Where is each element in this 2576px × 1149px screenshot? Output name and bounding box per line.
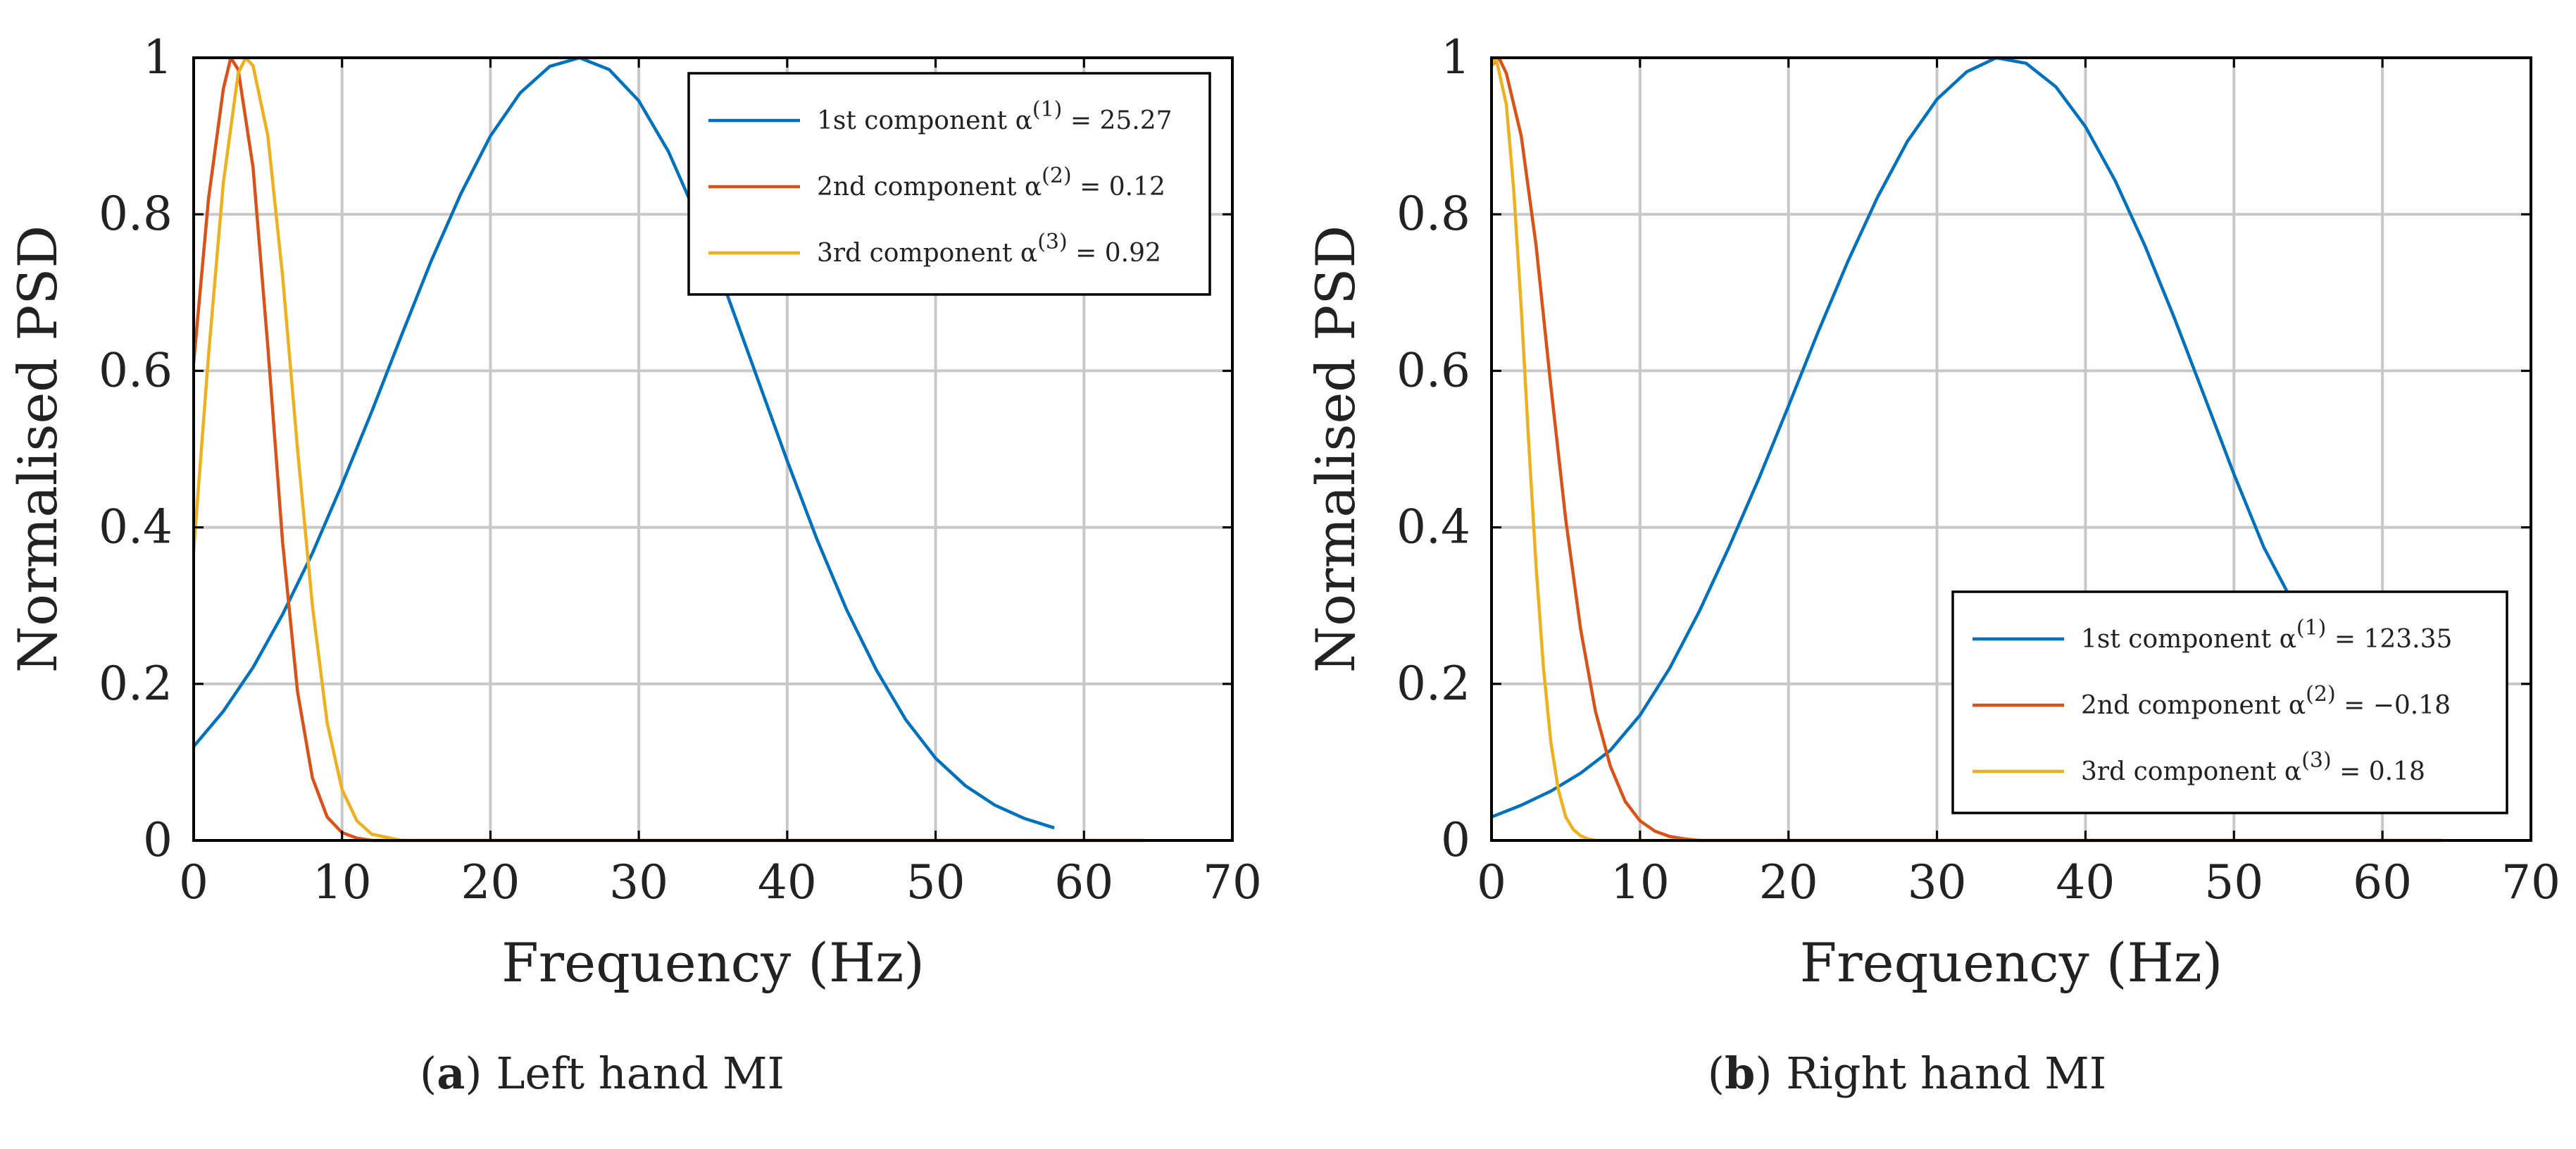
y-tick-label: 0.4 <box>1396 500 1470 554</box>
legend-entry-1: 1st component α(1) = 123.35 <box>2081 616 2452 654</box>
legend-box <box>687 72 1211 296</box>
x-tick-label: 20 <box>461 855 520 909</box>
legend-entry-3: 3rd component α(3) = 0.18 <box>2081 748 2425 786</box>
x-tick-label: 10 <box>1611 855 1670 909</box>
x-tick-label: 50 <box>906 855 965 909</box>
y-tick-label: 1 <box>143 30 173 85</box>
x-tick-label: 70 <box>1203 855 1262 909</box>
x-tick-label: 10 <box>313 855 372 909</box>
x-tick-label: 30 <box>1908 855 1967 909</box>
y-tick-label: 0.4 <box>99 500 173 554</box>
legend: 1st component α(1) = 123.35 2nd component… <box>1951 590 2508 814</box>
y-tick-label: 0.8 <box>1396 187 1470 241</box>
x-axis-label: Frequency (Hz) <box>501 931 925 994</box>
legend-entry-2: 2nd component α(2) = 0.12 <box>817 163 1165 201</box>
x-tick-label: 60 <box>2353 855 2412 909</box>
series-line-1 <box>194 56 1055 830</box>
y-tick-label: 0.6 <box>1396 343 1470 397</box>
y-tick-label: 0.8 <box>99 187 173 241</box>
legend-entry-1: 1st component α(1) = 25.27 <box>817 97 1173 135</box>
x-tick-label: 40 <box>2056 855 2115 909</box>
caption-b: (b) Right hand MI <box>1708 1048 2106 1099</box>
chart-right-hand-mi: 0 10 20 30 40 50 60 70 0 0.2 0.4 0.6 0.8 1 Frequency (… <box>1304 30 2561 994</box>
y-tick-label: 0 <box>1441 813 1470 867</box>
x-tick-label: 50 <box>2204 855 2263 909</box>
legend: 1st component α(1) = 25.27 2nd component … <box>687 72 1211 296</box>
y-tick-label: 0.6 <box>99 343 173 397</box>
x-tick-label: 40 <box>758 855 817 909</box>
chart-left-hand-mi: 0 10 20 30 40 50 60 70 0 0.2 0.4 0.6 0.8 1 Frequency (… <box>6 30 1262 994</box>
x-axis-label: Frequency (Hz) <box>1800 931 2223 994</box>
x-tick-label: 0 <box>1477 855 1506 909</box>
y-tick-label: 0.2 <box>1396 657 1470 711</box>
y-tick-label: 0.2 <box>99 657 173 711</box>
x-tick-label: 0 <box>179 855 208 909</box>
legend-entry-3: 3rd component α(3) = 0.92 <box>817 230 1161 268</box>
x-tick-label: 20 <box>1759 855 1818 909</box>
legend-box <box>1951 590 2508 814</box>
x-tick-label: 30 <box>609 855 668 909</box>
y-axis-label: Normalised PSD <box>6 225 69 673</box>
captions: (a) Left hand MI (b) Right hand MI <box>420 1048 2106 1099</box>
y-tick-label: 0 <box>143 813 173 867</box>
y-tick-label: 1 <box>1441 30 1470 85</box>
caption-a: (a) Left hand MI <box>420 1048 784 1099</box>
series-line-1 <box>1492 56 2292 819</box>
plot-frame <box>192 56 1234 842</box>
y-axis-label: Normalised PSD <box>1304 225 1367 673</box>
x-tick-label: 70 <box>2501 855 2561 909</box>
plot-frame <box>1490 56 2532 842</box>
legend-entry-2: 2nd component α(2) = −0.18 <box>2081 682 2451 720</box>
x-tick-label: 60 <box>1054 855 1113 909</box>
